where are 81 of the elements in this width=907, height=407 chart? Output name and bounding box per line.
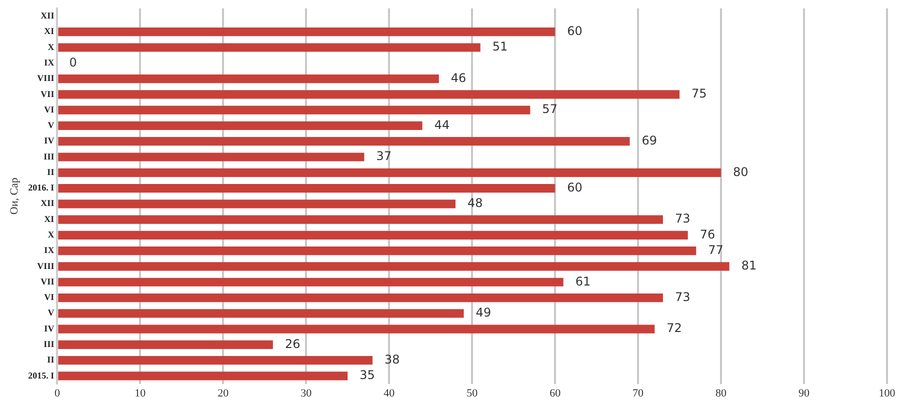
y-tick-label: X (48, 230, 55, 240)
x-tick-label: 80 (716, 387, 728, 400)
bar (58, 137, 630, 146)
x-tick-label: 10 (134, 387, 146, 400)
y-tick-label: VIII (37, 73, 55, 84)
bar (58, 372, 348, 380)
y-tick-label: II (47, 166, 55, 177)
bar (58, 324, 655, 334)
bar (58, 106, 530, 114)
y-tick-label: IX (44, 245, 55, 256)
data-label: 80 (733, 164, 748, 179)
data-label: 44 (434, 118, 450, 132)
y-tick-label: III (44, 339, 55, 350)
bar (58, 230, 688, 240)
y-tick-label: XII (40, 10, 55, 21)
x-tick-label: 20 (218, 387, 230, 400)
y-tick-label: IX (44, 57, 55, 68)
data-label: 81 (741, 258, 757, 273)
y-tick-label: II (47, 354, 55, 365)
data-label: 60 (567, 180, 582, 194)
y-tick-label: IV (44, 136, 55, 146)
bar (58, 90, 680, 99)
bar (58, 215, 663, 224)
x-tick-label: 30 (300, 387, 312, 400)
x-tick-label: 60 (550, 387, 562, 400)
x-tick-label: 0 (54, 387, 60, 400)
y-tick-label: X (48, 42, 55, 52)
x-tick-label: 90 (798, 387, 810, 400)
x-tick-label: 100 (878, 387, 896, 400)
data-label: 75 (692, 86, 707, 101)
bar (58, 356, 373, 365)
data-label: 38 (384, 352, 400, 366)
y-tick-label: XI (44, 214, 55, 224)
data-label: 37 (376, 149, 392, 164)
bar (58, 246, 696, 256)
y-tick-label: III (44, 151, 55, 162)
data-label: 73 (674, 212, 690, 226)
bar (58, 340, 273, 349)
bar (58, 184, 556, 193)
y-tick-label: VIII (37, 260, 55, 271)
y-tick-label: XI (44, 26, 55, 36)
data-label: 76 (700, 227, 716, 242)
y-tick-label: VI (44, 104, 55, 114)
bar (58, 309, 464, 318)
bar (58, 121, 422, 130)
data-label: 0 (69, 55, 77, 70)
data-label: 51 (492, 40, 508, 54)
bar (58, 74, 439, 84)
data-label: 48 (468, 196, 483, 210)
y-tick-label: 2016. I (28, 182, 55, 193)
bar (58, 200, 456, 208)
data-label: 73 (674, 290, 690, 304)
bar (58, 293, 663, 302)
bar (58, 152, 364, 162)
data-label: 46 (450, 70, 466, 85)
data-label: 35 (360, 368, 375, 382)
data-label: 72 (666, 321, 682, 336)
y-tick-label: VII (40, 88, 55, 99)
bar (58, 168, 722, 177)
bar (58, 28, 556, 36)
y-tick-label: IV (44, 323, 55, 334)
x-tick-label: 70 (632, 387, 644, 400)
data-label: 60 (567, 24, 582, 38)
data-label: 26 (284, 336, 300, 351)
x-tick-label: 40 (384, 387, 396, 400)
data-label: 61 (575, 274, 591, 288)
data-label: 77 (708, 242, 724, 257)
bar (58, 262, 730, 271)
y-axis-title: Ои, Сар (8, 177, 20, 215)
y-tick-label: 2015. I (28, 370, 55, 380)
y-tick-label: VII (40, 276, 55, 286)
data-label: 57 (542, 102, 558, 116)
x-tick-label: 50 (466, 387, 478, 400)
bar (58, 43, 480, 52)
y-tick-label: V (48, 308, 55, 318)
data-label: 49 (476, 306, 492, 320)
y-tick-label: XII (40, 198, 55, 208)
y-tick-label: V (48, 120, 55, 130)
data-label: 69 (642, 133, 658, 148)
y-tick-label: VI (44, 292, 55, 302)
bar (58, 278, 564, 286)
